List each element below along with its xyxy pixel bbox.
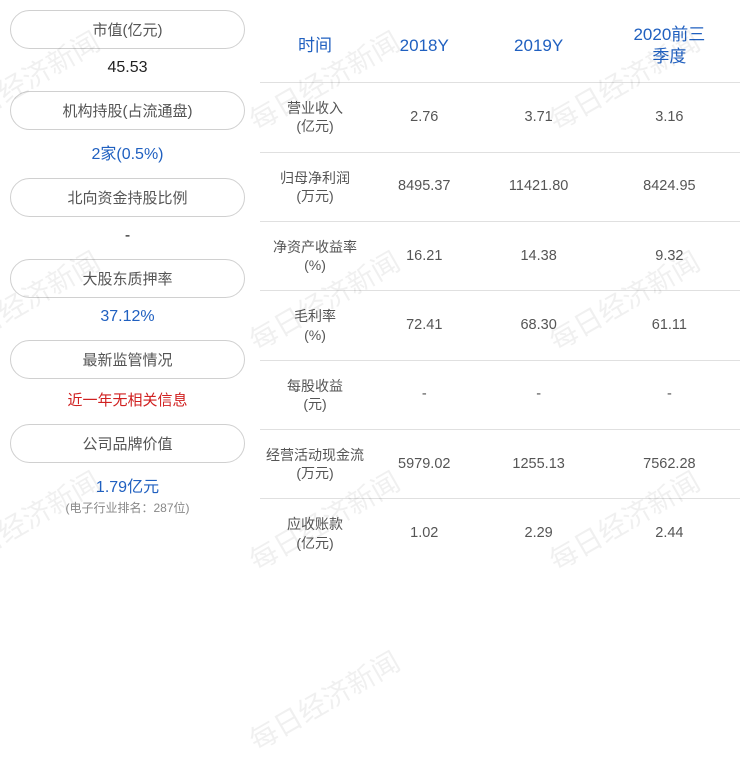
table-cell: 5979.02 [370,430,479,499]
table-cell: 1.02 [370,499,479,568]
metric-label: 最新监管情况 [10,340,245,379]
table-row: 每股收益(元)--- [260,360,740,429]
metric-label: 北向资金持股比例 [10,178,245,217]
metric-note: (电子行业排名：287位) [10,499,245,516]
table-header-cell: 时间 [260,10,370,83]
table-row: 归母净利润(万元)8495.3711421.808424.95 [260,152,740,221]
table-cell: 8424.95 [599,152,740,221]
table-cell: 2.44 [599,499,740,568]
table-row: 毛利率(%)72.4168.3061.11 [260,291,740,360]
table-cell: 16.21 [370,221,479,290]
row-label: 净资产收益率(%) [260,221,370,290]
metric-label: 机构持股(占流通盘) [10,91,245,130]
table-cell: 7562.28 [599,430,740,499]
metric-label: 公司品牌价值 [10,424,245,463]
row-label: 毛利率(%) [260,291,370,360]
table-body: 营业收入(亿元)2.763.713.16归母净利润(万元)8495.371142… [260,83,740,568]
table-cell: 14.38 [479,221,599,290]
main-container: 市值(亿元) 45.53 机构持股(占流通盘) 2家(0.5%) 北向资金持股比例 - 大股… [0,0,750,667]
metric-value: 2家(0.5%) [10,134,245,174]
metric-label: 市值(亿元) [10,10,245,49]
table-cell: 11421.80 [479,152,599,221]
financial-table: 时间2018Y2019Y2020前三季度 营业收入(亿元)2.763.713.1… [260,10,740,568]
row-label: 应收账款(亿元) [260,499,370,568]
table-cell: - [479,360,599,429]
row-label: 归母净利润(万元) [260,152,370,221]
metric-value: - [10,221,245,255]
table-cell: 1255.13 [479,430,599,499]
metrics-panel: 市值(亿元) 45.53 机构持股(占流通盘) 2家(0.5%) 北向资金持股比例 - 大股… [10,10,255,657]
table-cell: 3.16 [599,83,740,152]
metric-label: 大股东质押率 [10,259,245,298]
table-cell: 8495.37 [370,152,479,221]
table-row: 营业收入(亿元)2.763.713.16 [260,83,740,152]
row-label: 每股收益(元) [260,360,370,429]
metric-value: 37.12% [10,302,245,336]
metric-value: 1.79亿元(电子行业排名：287位) [10,467,245,526]
table-cell: - [370,360,479,429]
row-label: 经营活动现金流(万元) [260,430,370,499]
table-cell: - [599,360,740,429]
table-cell: 68.30 [479,291,599,360]
table-header-row: 时间2018Y2019Y2020前三季度 [260,10,740,83]
table-row: 经营活动现金流(万元)5979.021255.137562.28 [260,430,740,499]
table-header-cell: 2019Y [479,10,599,83]
table-cell: 3.71 [479,83,599,152]
financial-table-panel: 时间2018Y2019Y2020前三季度 营业收入(亿元)2.763.713.1… [255,10,740,657]
metric-value: 近一年无相关信息 [10,383,245,420]
table-row: 应收账款(亿元)1.022.292.44 [260,499,740,568]
table-header-cell: 2020前三季度 [599,10,740,83]
table-cell: 61.11 [599,291,740,360]
table-header-cell: 2018Y [370,10,479,83]
row-label: 营业收入(亿元) [260,83,370,152]
table-cell: 2.76 [370,83,479,152]
metric-value: 45.53 [10,53,245,87]
table-row: 净资产收益率(%)16.2114.389.32 [260,221,740,290]
table-cell: 9.32 [599,221,740,290]
table-cell: 2.29 [479,499,599,568]
table-cell: 72.41 [370,291,479,360]
